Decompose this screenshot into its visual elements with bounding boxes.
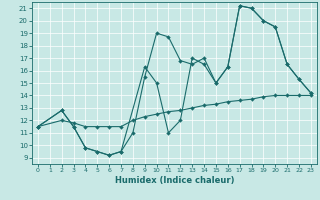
X-axis label: Humidex (Indice chaleur): Humidex (Indice chaleur): [115, 176, 234, 185]
